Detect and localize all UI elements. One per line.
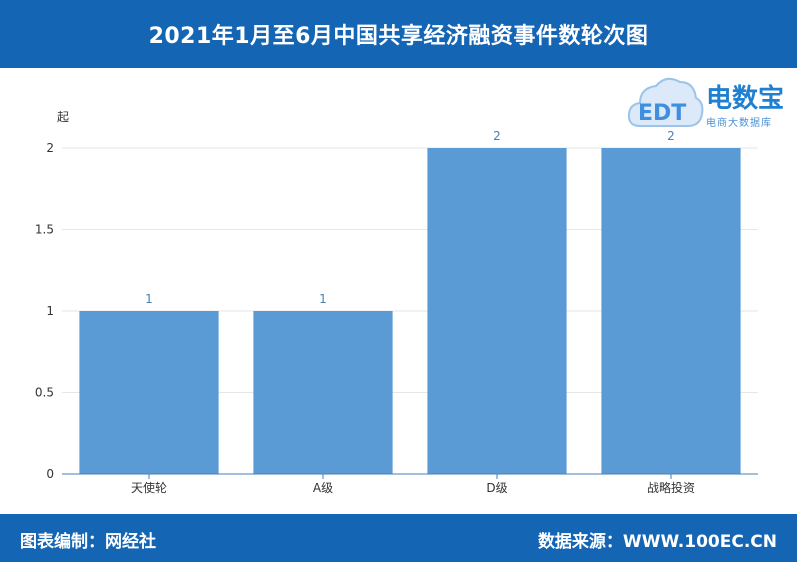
x-tick-label: 战略投资 bbox=[647, 480, 695, 495]
bar bbox=[427, 148, 567, 474]
chart-title-bar: 2021年1月至6月中国共享经济融资事件数轮次图 bbox=[0, 0, 797, 68]
y-axis-unit-label: 起 bbox=[57, 110, 69, 124]
bar-value-label: 1 bbox=[145, 292, 153, 306]
footer-credit: 图表编制：网经社 bbox=[20, 532, 156, 552]
logo-letters: EDT bbox=[638, 101, 686, 126]
x-axis: 天使轮 A级 D级 战略投资 bbox=[62, 473, 758, 495]
y-tick-label: 2 bbox=[46, 141, 54, 155]
x-tick-label: A级 bbox=[313, 481, 333, 495]
bar-value-label: 2 bbox=[667, 129, 675, 143]
watermark-subtitle: 电商大数据库 bbox=[706, 118, 772, 129]
footer-source: 数据来源：WWW.100EC.CN bbox=[537, 532, 777, 552]
cloud-logo-icon: EDT bbox=[627, 77, 704, 127]
x-tick-label: D级 bbox=[486, 481, 507, 495]
bar bbox=[79, 311, 219, 474]
footer-bar: 图表编制：网经社 数据来源：WWW.100EC.CN bbox=[0, 514, 797, 562]
y-axis: 0 0.5 1 1.5 2 bbox=[35, 141, 54, 481]
bar-value-label: 1 bbox=[319, 292, 327, 306]
chart-title: 2021年1月至6月中国共享经济融资事件数轮次图 bbox=[148, 24, 649, 49]
y-tick-label: 1 bbox=[46, 304, 54, 318]
bars: 1 1 2 2 bbox=[79, 129, 741, 474]
watermark-logo: EDT 电数宝 电商大数据库 bbox=[626, 72, 791, 134]
y-tick-label: 0.5 bbox=[35, 386, 54, 400]
watermark-name: 电数宝 bbox=[706, 84, 785, 114]
bar-value-label: 2 bbox=[493, 129, 501, 143]
x-tick-label: 天使轮 bbox=[131, 480, 167, 495]
y-tick-label: 0 bbox=[46, 467, 54, 481]
bar bbox=[253, 311, 393, 474]
bar bbox=[601, 148, 741, 474]
y-tick-label: 1.5 bbox=[35, 223, 54, 237]
